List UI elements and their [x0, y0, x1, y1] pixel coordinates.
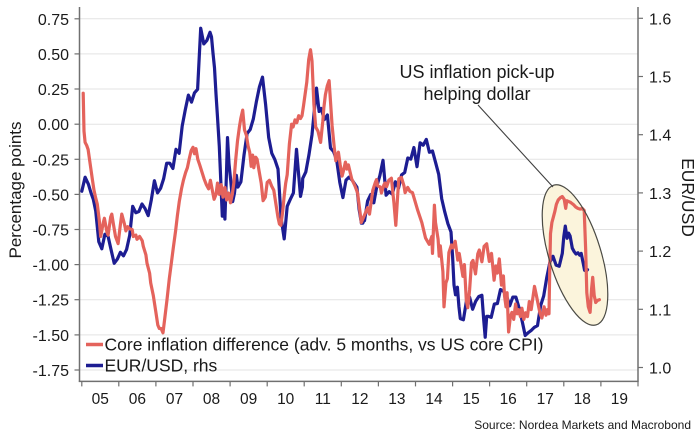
svg-text:15: 15 [462, 391, 479, 408]
svg-text:1.0: 1.0 [649, 361, 671, 378]
svg-text:-0.25: -0.25 [33, 152, 70, 169]
svg-text:17: 17 [537, 391, 554, 408]
svg-text:Core inflation difference (adv: Core inflation difference (adv. 5 months… [105, 335, 544, 355]
svg-text:14: 14 [425, 391, 443, 408]
svg-text:-0.50: -0.50 [33, 187, 70, 204]
svg-text:0.00: 0.00 [38, 117, 69, 134]
svg-text:0.50: 0.50 [38, 47, 69, 64]
svg-text:13: 13 [388, 391, 405, 408]
svg-text:-1.25: -1.25 [33, 293, 70, 310]
svg-text:-1.00: -1.00 [33, 258, 70, 275]
svg-text:18: 18 [574, 391, 591, 408]
svg-text:19: 19 [611, 391, 628, 408]
svg-text:-1.75: -1.75 [33, 363, 70, 380]
svg-text:helping dollar: helping dollar [423, 84, 530, 104]
svg-text:16: 16 [500, 391, 517, 408]
svg-text:1.5: 1.5 [649, 70, 671, 87]
svg-text:12: 12 [351, 391, 368, 408]
svg-text:07: 07 [166, 391, 183, 408]
svg-text:EUR/USD: EUR/USD [678, 158, 698, 237]
svg-text:-1.50: -1.50 [33, 328, 70, 345]
svg-text:09: 09 [240, 391, 257, 408]
svg-text:1.2: 1.2 [649, 244, 671, 261]
svg-text:1.1: 1.1 [649, 302, 671, 319]
svg-text:1.4: 1.4 [649, 128, 671, 145]
svg-text:11: 11 [315, 391, 331, 408]
svg-text:Percentage points: Percentage points [6, 121, 25, 258]
svg-text:05: 05 [92, 391, 109, 408]
svg-text:Source: Nordea Markets and Mac: Source: Nordea Markets and Macrobond [474, 418, 691, 432]
svg-text:EUR/USD, rhs: EUR/USD, rhs [105, 356, 218, 376]
svg-text:-0.75: -0.75 [33, 223, 70, 240]
svg-text:08: 08 [203, 391, 220, 408]
svg-text:0.75: 0.75 [38, 12, 69, 29]
svg-text:06: 06 [129, 391, 146, 408]
svg-text:1.6: 1.6 [649, 11, 671, 28]
svg-text:0.25: 0.25 [38, 82, 69, 99]
svg-text:US inflation pick-up: US inflation pick-up [399, 62, 554, 82]
svg-text:1.3: 1.3 [649, 186, 671, 203]
svg-text:10: 10 [277, 391, 295, 408]
